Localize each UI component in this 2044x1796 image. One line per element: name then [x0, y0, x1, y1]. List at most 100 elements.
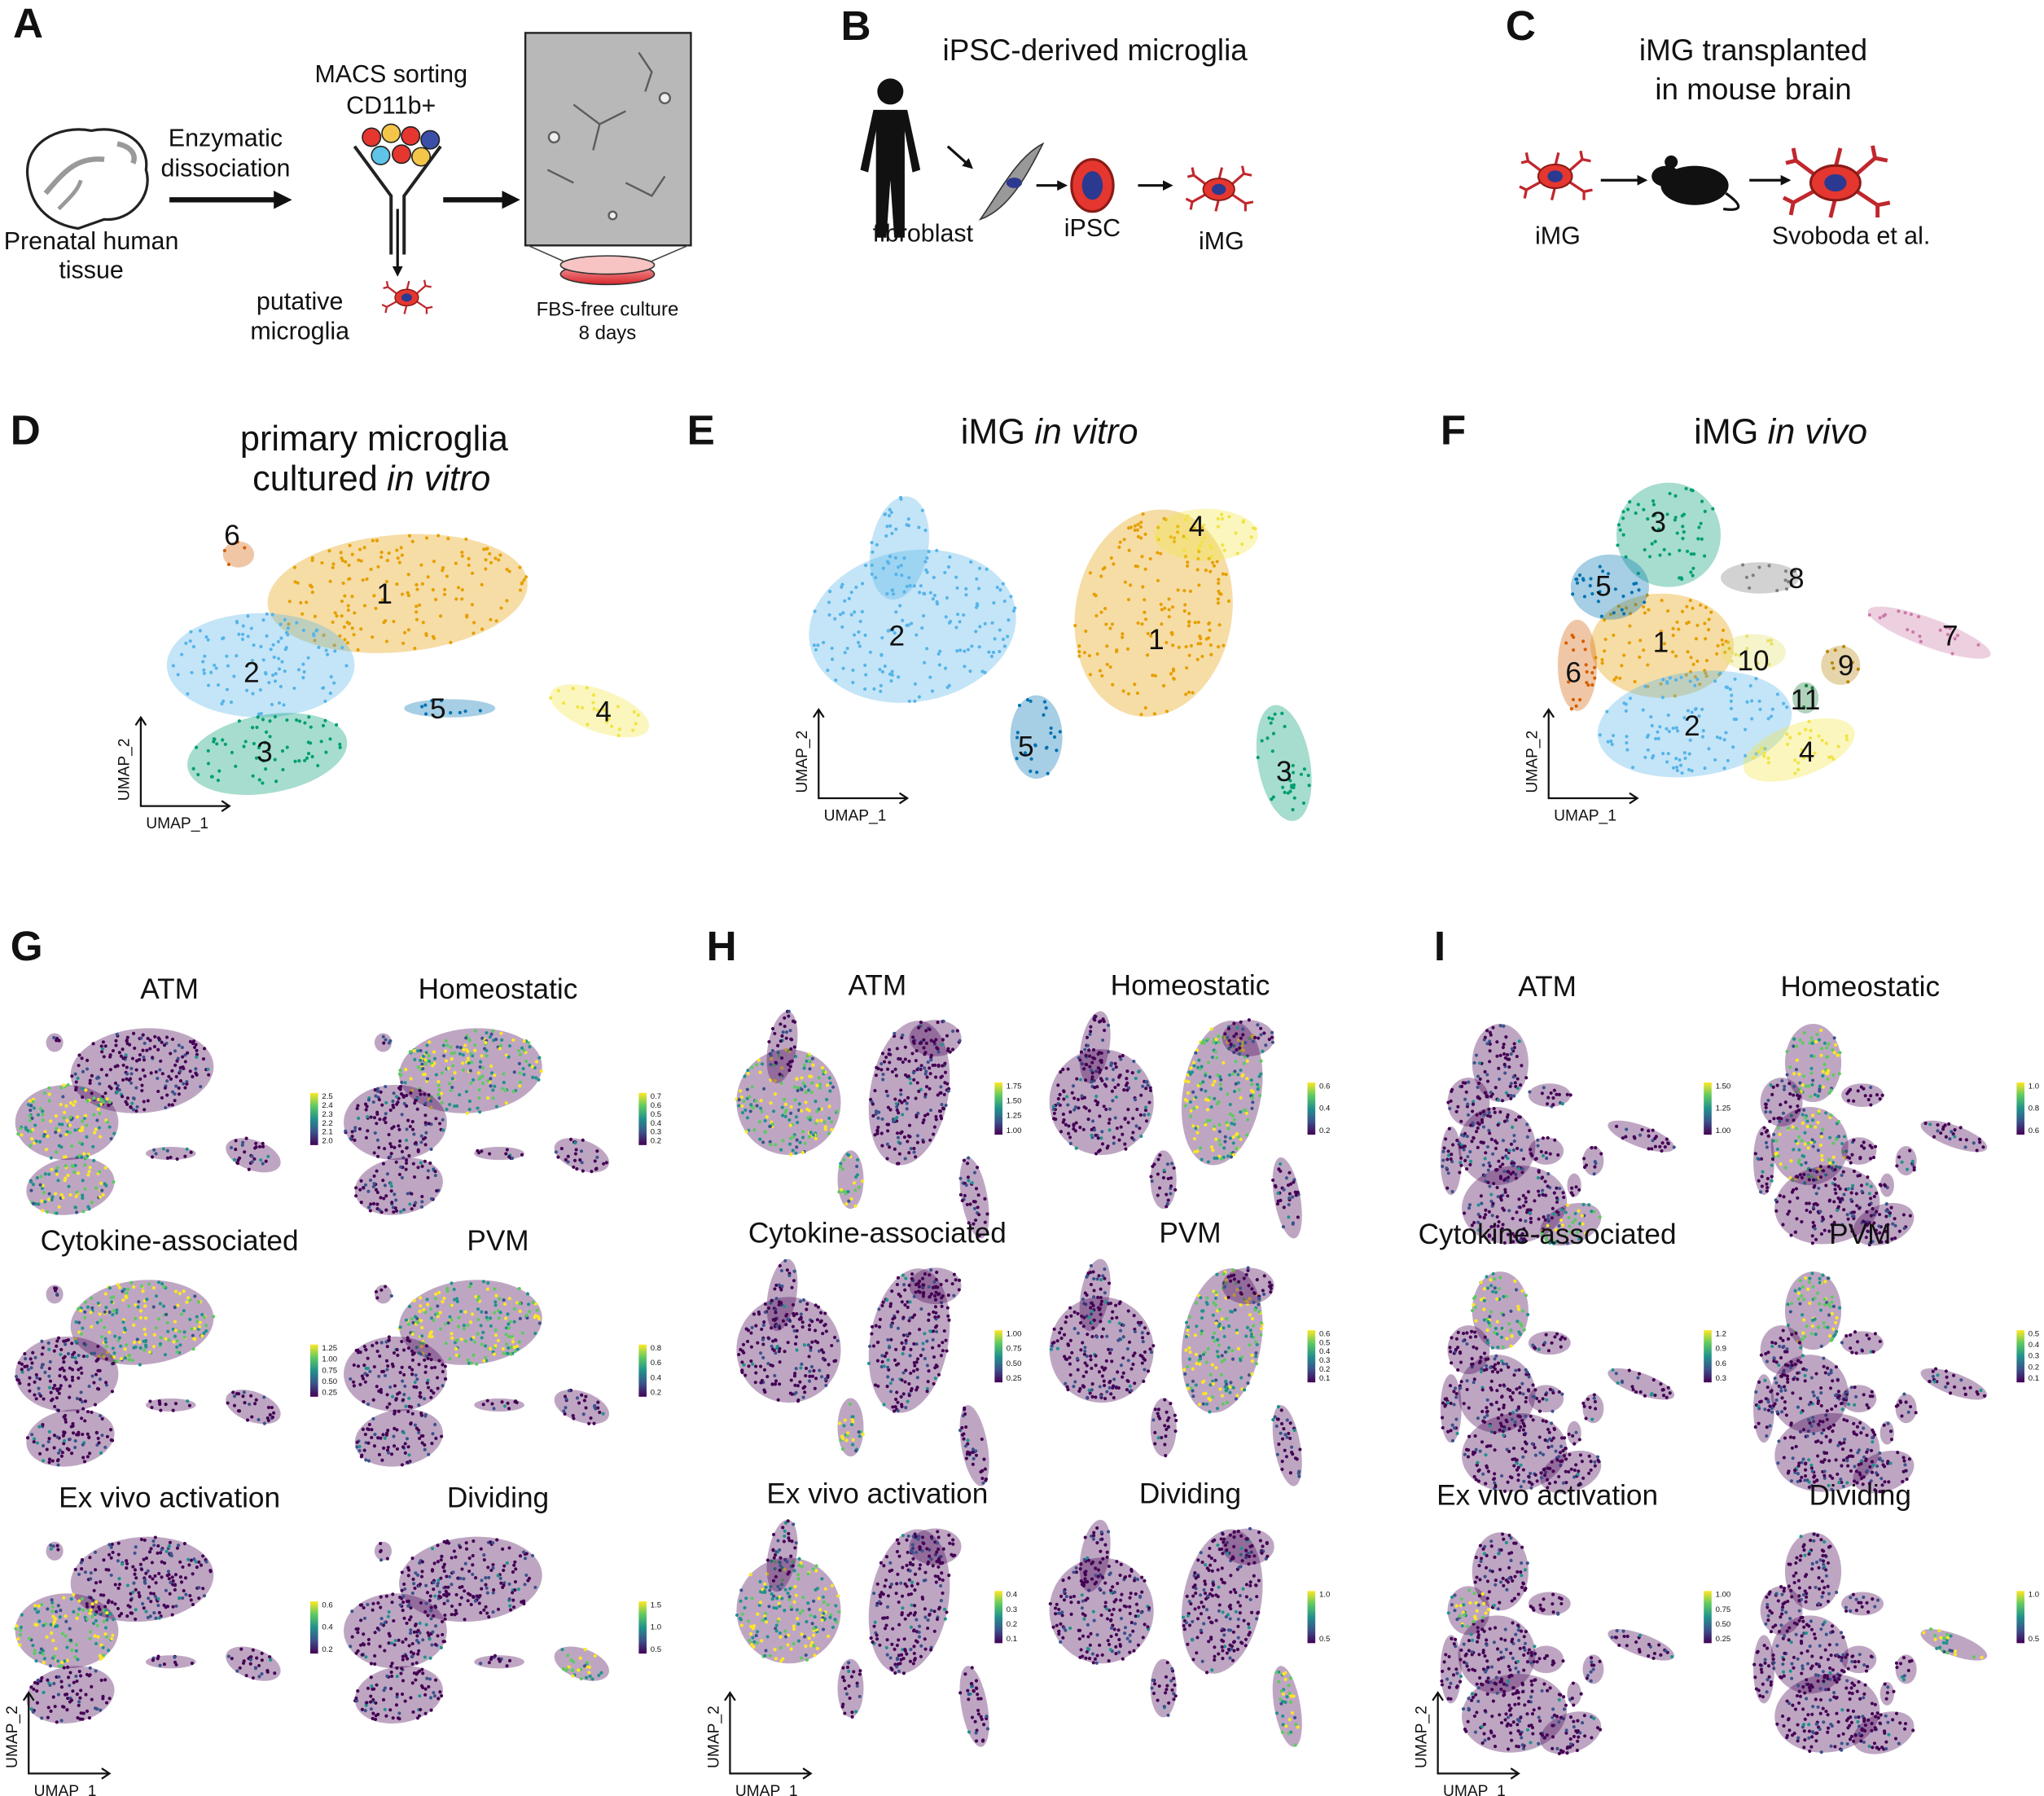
cell-dot [814, 1136, 818, 1141]
cell-dot [268, 735, 272, 739]
cell-dot [385, 1405, 389, 1409]
cluster-area [1597, 670, 1792, 778]
cell-dot [59, 1352, 63, 1357]
cell-dot [83, 1399, 88, 1403]
cell-dot [382, 1041, 386, 1045]
cell-dot [30, 1361, 34, 1365]
cell-dot [442, 1569, 446, 1573]
feature-title: Dividing [447, 1482, 549, 1514]
cell-dot [826, 1083, 830, 1087]
cell-dot [803, 1141, 807, 1145]
cell-dot [356, 1688, 360, 1693]
cell-dot [385, 1674, 389, 1678]
cell-dot [134, 1316, 138, 1321]
cell-dot [1173, 536, 1177, 540]
cell-dot [843, 599, 847, 603]
cell-dot [955, 649, 959, 653]
cell-dot [376, 564, 380, 569]
cell-dot [77, 1140, 82, 1145]
cell-dot [319, 740, 323, 744]
cell-dot [909, 1081, 913, 1085]
cell-dot [395, 548, 399, 552]
cell-dot [20, 1368, 24, 1372]
cell-dot [375, 1202, 379, 1206]
cell-dot [66, 1696, 70, 1701]
cell-dot [928, 675, 932, 679]
cell-dot [478, 709, 482, 713]
cell-dot [429, 1307, 433, 1311]
person-head [877, 78, 904, 105]
cell-dot [1203, 536, 1207, 540]
cell-dot [830, 646, 834, 651]
cell-dot [360, 1374, 364, 1378]
cell-dot [356, 1631, 360, 1635]
cell-dot [1051, 1104, 1055, 1109]
cell-dot [910, 1052, 915, 1056]
cell-dot [235, 654, 239, 658]
cell-dot [81, 1196, 85, 1201]
cell-dot [384, 1100, 388, 1104]
cell-dot [1216, 1073, 1220, 1078]
cell-dot [526, 1302, 531, 1306]
cell-dot [391, 1099, 395, 1104]
cell-dot [255, 1656, 259, 1660]
cell-dot [433, 1297, 438, 1301]
cell-dot [93, 1612, 97, 1617]
cell-dot [87, 1435, 91, 1439]
cell-dot [1056, 1083, 1060, 1087]
cell-dot [30, 1137, 34, 1141]
cell-dot [460, 554, 464, 558]
cell-dot [132, 1581, 136, 1585]
cell-dot [477, 1601, 481, 1605]
cell-dot [1183, 1079, 1187, 1083]
cell-dot [1185, 665, 1189, 670]
cell-dot [380, 598, 385, 602]
cell-dot [591, 700, 595, 705]
cell-dot [1734, 652, 1738, 656]
cluster-area [226, 1646, 281, 1681]
cell-dot [384, 1194, 388, 1198]
cell-dot [882, 1060, 887, 1064]
cell-dot [167, 1544, 171, 1548]
cell-dot [57, 1039, 61, 1043]
cell-dot [928, 1072, 932, 1076]
cell-dot [1564, 641, 1568, 645]
cell-dot [887, 1047, 892, 1052]
cell-dot [359, 559, 363, 563]
cell-dot [900, 1100, 904, 1104]
cell-dot [398, 1069, 402, 1073]
cell-dot [1205, 1118, 1209, 1122]
cell-dot [246, 614, 250, 618]
cell-dot [561, 701, 566, 705]
cell-dot [182, 1335, 186, 1339]
cell-dot [807, 1059, 812, 1063]
cell-dot [73, 1438, 77, 1443]
cell-dot [465, 1111, 469, 1115]
cell-dot [200, 1312, 204, 1317]
cell-dot [1581, 577, 1586, 581]
cell-dot [991, 650, 996, 655]
cell-dot [81, 1087, 85, 1091]
cell-dot [893, 1147, 897, 1151]
cell-dot [458, 710, 462, 715]
cell-dot [497, 558, 501, 562]
cell-dot [270, 613, 274, 617]
cell-dot [1110, 622, 1115, 626]
cell-dot [405, 1104, 409, 1108]
mouse-ear [1665, 155, 1678, 169]
cell-dot [1662, 642, 1667, 646]
cell-dot [790, 1038, 794, 1042]
cell-dot [358, 547, 362, 551]
cell-dot [1707, 747, 1711, 751]
cell-dot [94, 1641, 99, 1646]
cell-dot [402, 630, 407, 635]
cell-dot [454, 1346, 458, 1351]
cell-dot [261, 781, 265, 785]
cell-dot [1729, 706, 1733, 711]
cell-dot [601, 1412, 605, 1416]
cell-dot [1715, 652, 1719, 656]
cell-dot [35, 1441, 40, 1445]
cell-dot [582, 1399, 586, 1403]
cell-dot [312, 634, 316, 638]
cell-dot [73, 1445, 77, 1450]
